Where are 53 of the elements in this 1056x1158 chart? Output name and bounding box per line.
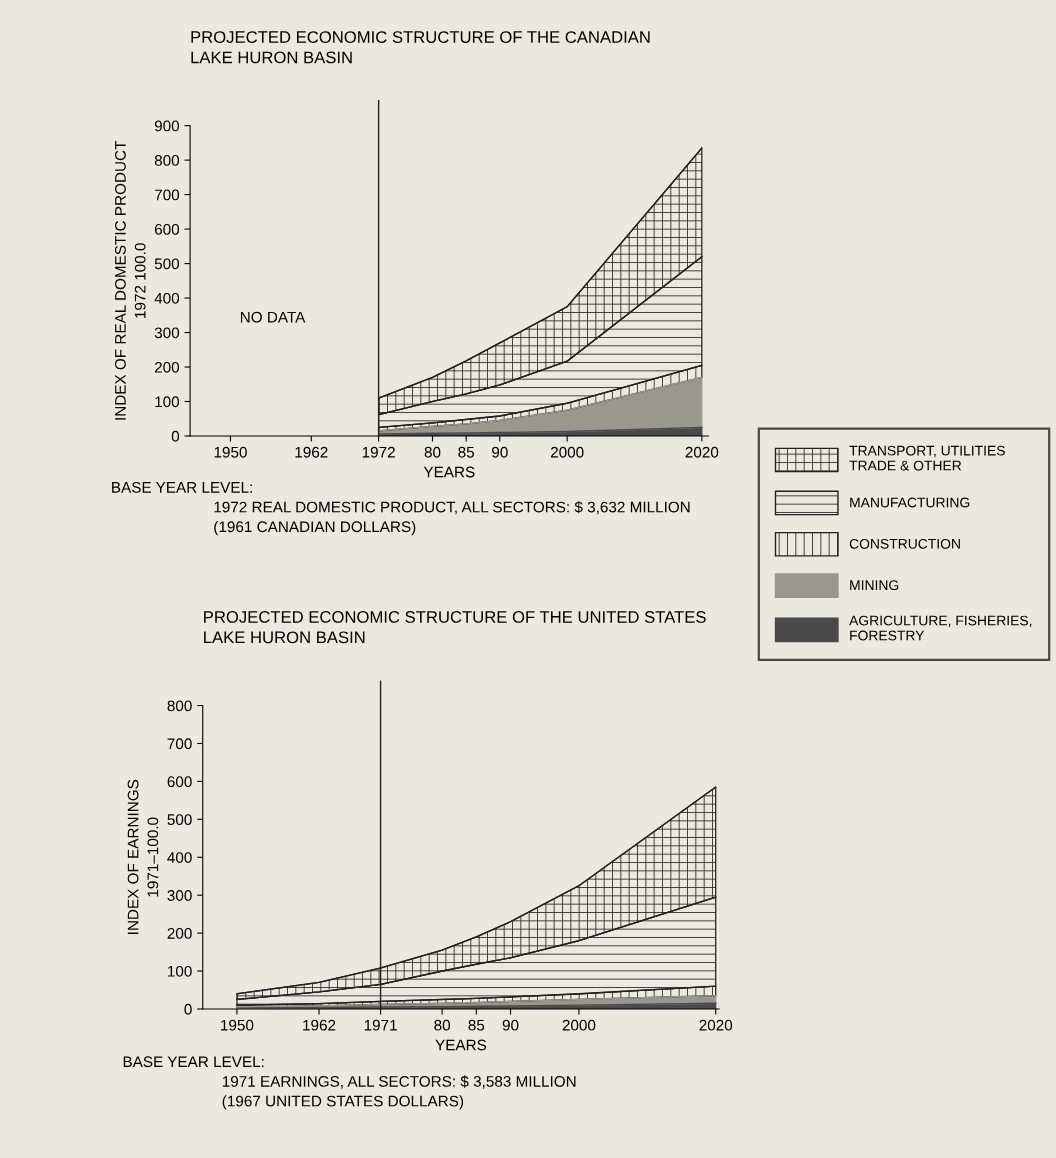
y-tick-label: 400 [154,292,180,304]
y-tick-label: 100 [168,965,192,977]
y-tick-label: 900 [154,120,180,132]
x-tick-label: 2020 [699,1019,733,1031]
y-axis-title: INDEX OF EARNINGS 1971–100.0 [127,779,159,934]
legend-label: MANUFACTURING [850,497,970,508]
y-tick-label: 300 [154,327,180,339]
x-axis-title: YEARS [435,1039,487,1051]
y-tick-label: 700 [167,738,192,750]
x-tick-label: 85 [468,1019,485,1031]
text: BASE YEAR LEVEL: [112,481,252,493]
x-tick-label: 1972 [362,446,395,458]
legend-label: AGRICULTURE, FISHERIES, FORESTRY [849,615,1032,641]
y-tick-label: 800 [167,700,192,712]
y-tick-label: 800 [154,154,180,166]
chart-title: PROJECTED ECONOMIC STRUCTURE OF THE CANADIAN LAKE HURON BASIN [191,31,650,64]
legend-label: CONSTRUCTION [849,538,960,549]
y-tick-label: 0 [184,1003,192,1015]
y-tick-label: 0 [171,430,180,442]
text: 1971 EARNINGS, ALL SECTORS: $ 3,583 MILLION [222,1075,576,1089]
x-tick-label: 1962 [303,1019,336,1031]
y-tick-label: 400 [167,852,192,863]
chart-title: PROJECTED ECONOMIC STRUCTURE OF THE UNITED STATES LAKE HURON BASIN [204,611,706,644]
x-tick-label: 90 [492,446,508,458]
y-tick-label: 600 [167,776,192,788]
x-tick-label: 80 [434,1019,451,1031]
x-tick-label: 80 [424,446,441,458]
y-tick-label: 500 [154,258,180,270]
x-tick-label: 1950 [221,1019,254,1031]
text: (1967 UNITED STATES DOLLARS) [222,1095,464,1110]
x-tick-label: 2000 [550,446,584,458]
x-tick-label: 2020 [685,446,719,458]
x-tick-label: 1962 [295,446,328,458]
y-tick-label: 500 [167,814,192,826]
text: BASE YEAR LEVEL: [123,1056,264,1068]
x-tick-label: 90 [502,1019,519,1031]
x-tick-label: 1971 [364,1019,397,1031]
legend-label: MINING [850,580,899,591]
y-tick-label: 100 [155,396,180,408]
y-tick-label: 200 [167,927,192,939]
x-tick-label: 85 [458,446,475,458]
annotation: NO DATA [240,311,306,323]
y-tick-label: 600 [154,223,180,235]
x-tick-label: 1950 [214,446,247,458]
text: 1972 REAL DOMESTIC PRODUCT, ALL SECTORS: $ 3,632 MILLION [214,501,690,515]
x-tick-label: 2000 [562,1019,596,1031]
y-tick-label: 300 [167,890,192,901]
y-tick-label: 200 [154,361,180,373]
y-axis-title: INDEX OF REAL DOMESTIC PRODUCT 1972 100.0 [115,140,146,420]
text: (1961 CANADIAN DOLLARS) [214,520,416,536]
x-axis-title: YEARS [423,466,475,478]
y-tick-label: 700 [154,189,180,201]
legend-label: TRANSPORT, UTILITIES TRADE & OTHER [849,445,1005,471]
